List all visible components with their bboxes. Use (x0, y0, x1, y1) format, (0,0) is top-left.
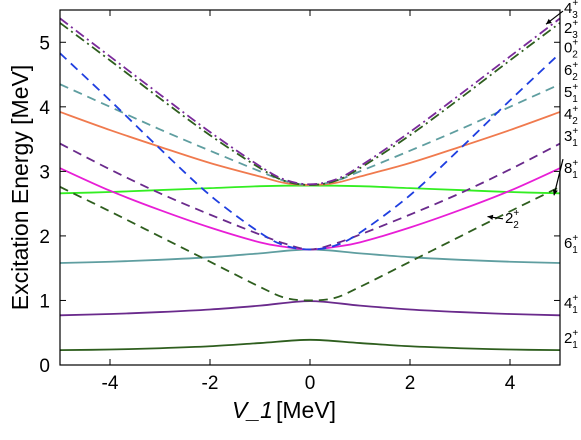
series-line-2-1-- (60, 338, 560, 352)
series-line-4-2-- (60, 142, 560, 251)
y-axis-title: Excitation Energy [MeV] (7, 65, 33, 310)
state-label-5-1: 5+ 1 (564, 82, 578, 105)
y-tick-label: 4 (39, 98, 50, 119)
tick-layer: -4 -2 0 2 4 0 1 2 3 4 5 (39, 10, 560, 394)
series-line-3-1-- (60, 167, 560, 251)
label-layer: 4+ 32+ 30+ 26+ 25+ 14+ 23+ 1 8+ 1 2+ 2 6+ 1 4+ 1 2+ 1 (487, 0, 578, 351)
state-label-8-1: 8+ 1 (564, 158, 578, 181)
series-line-0-2-- (60, 52, 560, 251)
series-line-2-3-- (60, 22, 560, 186)
state-label-2-2: 2+ 2 (505, 208, 519, 231)
series-line-4-3-- (60, 17, 560, 186)
series-line-2-2-- (60, 186, 560, 302)
x-tick-label: 0 (305, 373, 316, 394)
series-line-5-1-- (60, 111, 560, 186)
x-axis-title: V_1 (232, 397, 273, 423)
state-label-2-3: 2+ 3 (564, 18, 578, 41)
label-arrow-head (552, 189, 558, 196)
label-arrow-line (553, 158, 564, 196)
series-line-8-1-- (60, 184, 560, 195)
x-tick-label: 4 (505, 373, 516, 394)
series-line-6-2-- (60, 83, 560, 186)
state-label-4-1: 4+ 1 (564, 293, 578, 316)
label-arrow-head (546, 18, 552, 25)
series-line-6-1-- (60, 248, 560, 264)
state-label-2-1: 2+ 1 (564, 328, 578, 351)
state-label-6-2: 6+ 2 (564, 60, 578, 83)
state-label-0-2: 0+ 2 (564, 37, 578, 60)
x-tick-label: -4 (102, 373, 119, 394)
state-label-3-1: 3+ 1 (564, 126, 578, 149)
plot-frame (59, 9, 561, 366)
state-label-6-1: 6+ 1 (564, 233, 578, 256)
series-line-4-1-- (60, 300, 560, 317)
x-axis-unit: [MeV] (276, 397, 336, 423)
state-label-4-2: 4+ 2 (564, 104, 578, 127)
y-tick-label: 5 (39, 33, 50, 54)
y-tick-label: 2 (39, 227, 50, 248)
x-axis-symbol: V_1 (232, 397, 273, 423)
state-label-4-3: 4+ 3 (564, 0, 578, 21)
y-tick-label: 3 (39, 162, 50, 183)
series-layer (60, 17, 560, 352)
x-tick-label: 2 (405, 373, 416, 394)
label-arrow-head (487, 214, 494, 220)
y-tick-label: 1 (39, 291, 50, 312)
x-tick-label: -2 (202, 373, 219, 394)
y-tick-label: 0 (39, 356, 50, 377)
